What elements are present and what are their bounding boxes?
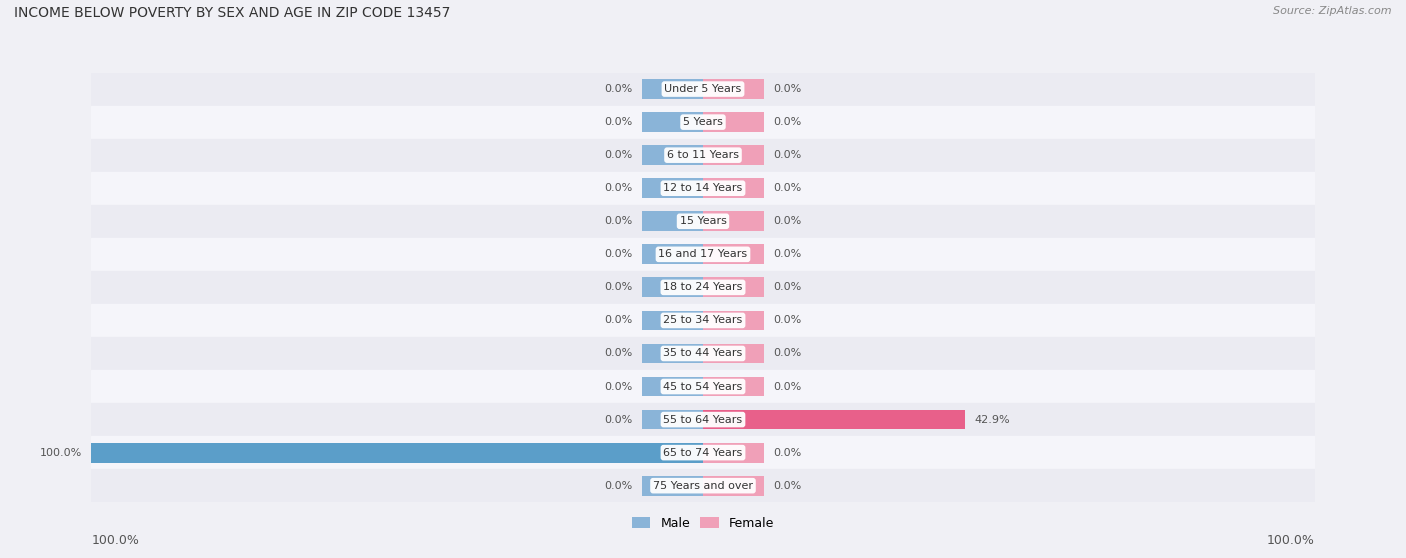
Text: 0.0%: 0.0% (605, 480, 633, 490)
Text: 0.0%: 0.0% (773, 315, 801, 325)
Bar (91, 304, 1315, 337)
Text: 100.0%: 100.0% (1267, 534, 1315, 547)
Text: 55 to 64 Years: 55 to 64 Years (664, 415, 742, 425)
Text: 0.0%: 0.0% (773, 282, 801, 292)
Text: 0.0%: 0.0% (605, 249, 633, 259)
Text: 5 Years: 5 Years (683, 117, 723, 127)
Bar (641, 410, 703, 430)
Bar (91, 436, 1315, 469)
Bar (91, 370, 1315, 403)
Text: 42.9%: 42.9% (974, 415, 1010, 425)
Bar (641, 244, 703, 264)
Text: 0.0%: 0.0% (773, 117, 801, 127)
Text: 0.0%: 0.0% (605, 117, 633, 127)
Text: 18 to 24 Years: 18 to 24 Years (664, 282, 742, 292)
Bar (703, 377, 765, 396)
Text: 0.0%: 0.0% (773, 249, 801, 259)
Text: 0.0%: 0.0% (773, 183, 801, 193)
Bar (91, 205, 1315, 238)
Bar (91, 337, 1315, 370)
Text: 0.0%: 0.0% (773, 448, 801, 458)
Text: 0.0%: 0.0% (773, 480, 801, 490)
Bar (641, 112, 703, 132)
Bar (641, 377, 703, 396)
Text: 0.0%: 0.0% (605, 84, 633, 94)
Text: 0.0%: 0.0% (605, 382, 633, 392)
Text: 12 to 14 Years: 12 to 14 Years (664, 183, 742, 193)
Text: Under 5 Years: Under 5 Years (665, 84, 741, 94)
Bar (641, 476, 703, 496)
Bar (91, 73, 1315, 105)
Bar (703, 79, 765, 99)
Text: 100.0%: 100.0% (91, 534, 139, 547)
Bar (703, 410, 966, 430)
Bar (703, 179, 765, 198)
Bar (91, 138, 1315, 172)
Text: 75 Years and over: 75 Years and over (652, 480, 754, 490)
Text: 0.0%: 0.0% (605, 282, 633, 292)
Bar (641, 211, 703, 231)
Bar (703, 476, 765, 496)
Text: 0.0%: 0.0% (605, 415, 633, 425)
Text: 0.0%: 0.0% (605, 183, 633, 193)
Text: 0.0%: 0.0% (605, 315, 633, 325)
Bar (703, 277, 765, 297)
Bar (641, 277, 703, 297)
Text: 0.0%: 0.0% (605, 217, 633, 226)
Text: 0.0%: 0.0% (773, 349, 801, 358)
Bar (91, 403, 1315, 436)
Legend: Male, Female: Male, Female (627, 512, 779, 535)
Bar (703, 244, 765, 264)
Text: 0.0%: 0.0% (605, 349, 633, 358)
Text: 0.0%: 0.0% (605, 150, 633, 160)
Text: 0.0%: 0.0% (773, 84, 801, 94)
Text: 0.0%: 0.0% (773, 382, 801, 392)
Bar (703, 442, 765, 463)
Bar (641, 79, 703, 99)
Bar (91, 172, 1315, 205)
Bar (91, 271, 1315, 304)
Bar (641, 179, 703, 198)
Text: 100.0%: 100.0% (39, 448, 82, 458)
Text: 15 Years: 15 Years (679, 217, 727, 226)
Bar (641, 344, 703, 363)
Bar (703, 344, 765, 363)
Text: 6 to 11 Years: 6 to 11 Years (666, 150, 740, 160)
Text: INCOME BELOW POVERTY BY SEX AND AGE IN ZIP CODE 13457: INCOME BELOW POVERTY BY SEX AND AGE IN Z… (14, 6, 450, 20)
Bar (641, 310, 703, 330)
Bar (91, 469, 1315, 502)
Bar (91, 238, 1315, 271)
Text: 0.0%: 0.0% (773, 217, 801, 226)
Text: 65 to 74 Years: 65 to 74 Years (664, 448, 742, 458)
Bar (703, 211, 765, 231)
Text: 0.0%: 0.0% (773, 150, 801, 160)
Text: 35 to 44 Years: 35 to 44 Years (664, 349, 742, 358)
Bar (91, 442, 703, 463)
Text: 16 and 17 Years: 16 and 17 Years (658, 249, 748, 259)
Bar (91, 105, 1315, 138)
Bar (641, 145, 703, 165)
Bar (703, 112, 765, 132)
Text: 25 to 34 Years: 25 to 34 Years (664, 315, 742, 325)
Bar (703, 145, 765, 165)
Text: 45 to 54 Years: 45 to 54 Years (664, 382, 742, 392)
Text: Source: ZipAtlas.com: Source: ZipAtlas.com (1274, 6, 1392, 16)
Bar (703, 310, 765, 330)
